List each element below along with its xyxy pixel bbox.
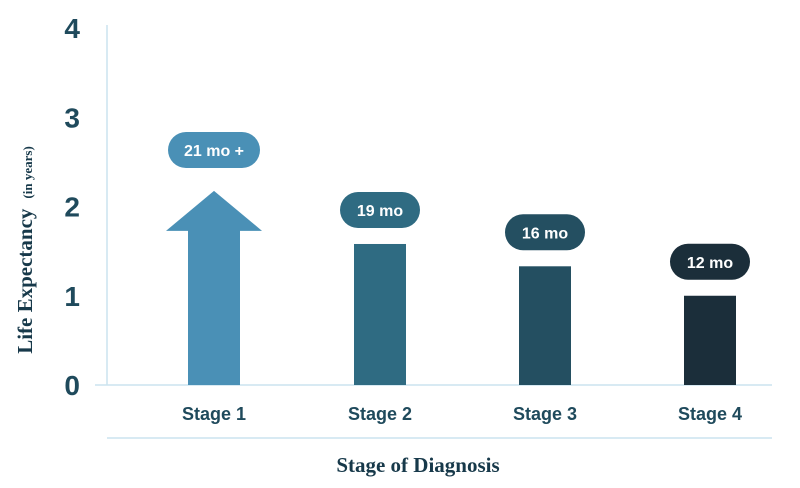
y-tick-labels: 0 1 2 3 4 (64, 13, 80, 401)
data-label-text: 19 mo (357, 203, 403, 220)
data-label-badge-stage-3: 16 mo (505, 214, 585, 251)
bar-stage-4 (684, 295, 736, 385)
y-tick-label: 3 (64, 102, 80, 133)
data-label-badge-stage-4: 12 mo (670, 243, 750, 280)
y-tick-label: 4 (64, 13, 80, 44)
bars-group (166, 190, 736, 385)
data-label-text: 16 mo (522, 225, 568, 242)
y-tick-label: 0 (64, 370, 80, 401)
y-tick-label: 2 (64, 192, 80, 223)
x-axis-title: Stage of Diagnosis (336, 453, 499, 477)
data-label-text: 21 mo + (184, 143, 244, 160)
bar-stage-3 (519, 266, 571, 385)
y-tick-label: 1 (64, 281, 80, 312)
y-axis-title-main: Life Expectancy (13, 208, 37, 354)
data-labels-group: 21 mo + 19 mo 16 mo 12 mo (168, 132, 750, 280)
y-axis-title-suffix: (in years) (20, 146, 35, 198)
data-label-badge-bg (340, 191, 420, 228)
data-label-text: 12 mo (687, 255, 733, 272)
data-label-badge-bg (168, 132, 260, 168)
category-label-stage-1: Stage 1 (182, 404, 246, 424)
bar-arrow-stage-1 (166, 190, 262, 385)
category-labels: Stage 1 Stage 2 Stage 3 Stage 4 (182, 404, 742, 424)
category-label-stage-3: Stage 3 (513, 404, 577, 424)
category-label-stage-2: Stage 2 (348, 404, 412, 424)
data-label-badge-bg (670, 243, 750, 280)
data-label-badge-stage-2: 19 mo (340, 191, 420, 228)
data-label-badge-bg (505, 214, 585, 251)
category-label-stage-4: Stage 4 (678, 404, 742, 424)
data-label-badge-stage-1: 21 mo + (168, 132, 260, 168)
bar-stage-2 (354, 243, 406, 385)
y-axis-title: Life Expectancy (in years) (13, 146, 37, 354)
